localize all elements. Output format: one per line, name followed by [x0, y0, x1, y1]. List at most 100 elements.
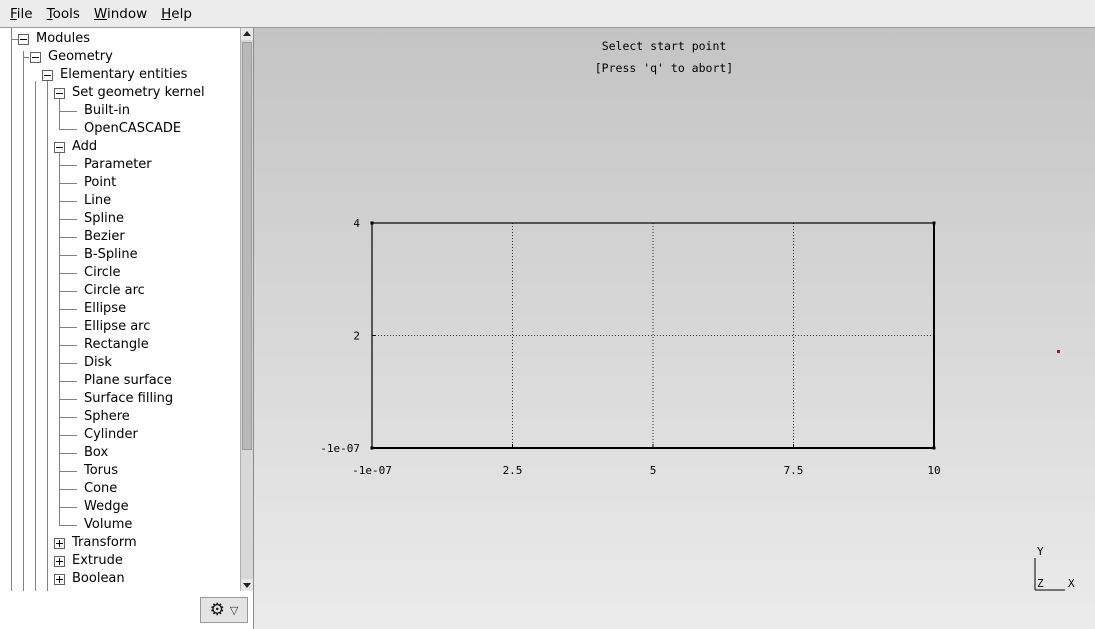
tree-connector: [59, 291, 77, 292]
tree-item-add-entity[interactable]: Bezier: [84, 229, 125, 244]
tree-item-add[interactable]: Add: [72, 139, 98, 154]
tree-item-add-entity[interactable]: Ellipse arc: [84, 319, 151, 334]
tree-connector: [59, 507, 77, 508]
geometry-point: [370, 221, 374, 225]
tree-connector: [59, 327, 77, 328]
tree-bottom-bar: ⚙ ▽: [0, 591, 253, 629]
tree-item-add-entity[interactable]: Sphere: [84, 409, 130, 424]
tree-connector: [59, 417, 77, 418]
tree-connector: [35, 81, 36, 591]
tree-item-add-entity[interactable]: Point: [84, 175, 117, 190]
tree-item-elementary-entities[interactable]: Elementary entities: [60, 67, 188, 82]
tree-scrollbar[interactable]: [240, 28, 253, 591]
tree-item-boolean[interactable]: Boolean: [72, 571, 125, 586]
graphics-window[interactable]: Select start point [Press 'q' to abort] …: [254, 28, 1095, 629]
tree-item-add-entity[interactable]: Torus: [84, 463, 119, 478]
tree-item-add-entity[interactable]: B-Spline: [84, 247, 138, 262]
tree-item-add-entity[interactable]: Ellipse: [84, 301, 127, 316]
menu-help[interactable]: Help: [155, 3, 200, 25]
menu-mnemonic: T: [46, 5, 53, 22]
tree-connector: [59, 309, 77, 310]
tree-connector: [59, 273, 77, 274]
menu-file[interactable]: File: [4, 3, 41, 25]
scroll-up-arrow-icon[interactable]: [241, 28, 253, 40]
triangle-down-icon: ▽: [229, 603, 239, 617]
tree-connector: [11, 28, 12, 591]
tree-connector: [59, 99, 60, 129]
tree-connector: [59, 201, 77, 202]
tree-connector: [59, 165, 77, 166]
tree-connector: [59, 435, 77, 436]
collapse-elementary-toggle[interactable]: [42, 70, 53, 81]
expand-transform-toggle[interactable]: [54, 538, 65, 549]
tree-connector: [47, 81, 48, 591]
x-tick-label: 5: [650, 464, 657, 477]
tree-connector: [59, 237, 77, 238]
menu-mnemonic: W: [93, 5, 107, 22]
geometry-plot: -1e-07 2.5 5 7.5 10 -1e-07 2 4 Y Z X: [320, 217, 1075, 591]
expand-boolean-toggle[interactable]: [54, 574, 65, 585]
tree-item-add-entity[interactable]: Line: [84, 193, 112, 208]
menu-window[interactable]: Window: [88, 3, 155, 25]
tree-connector: [59, 399, 77, 400]
scroll-down-arrow-icon[interactable]: [241, 579, 253, 591]
tree-item-add-entity[interactable]: Rectangle: [84, 337, 149, 352]
expand-extrude-toggle[interactable]: [54, 556, 65, 567]
menu-label: ile: [16, 5, 33, 22]
tree-connector: [59, 363, 77, 364]
tree-item-add-entity[interactable]: Disk: [84, 355, 112, 370]
tree-item-add-entity[interactable]: Circle: [84, 265, 121, 280]
tree-item-add-entity[interactable]: Wedge: [84, 499, 129, 514]
y-tick-label: 4: [353, 217, 360, 230]
tree-connector: [23, 51, 24, 591]
triad-y-label: Y: [1037, 545, 1044, 558]
tree-item-add-entity[interactable]: Box: [84, 445, 109, 460]
triad-x-label: X: [1068, 577, 1075, 590]
tree-item-add-entity[interactable]: Surface filling: [84, 391, 174, 406]
tree-item-add-entity[interactable]: Circle arc: [84, 283, 145, 298]
options-gear-button[interactable]: ⚙ ▽: [200, 597, 248, 623]
menu-label: ools: [52, 5, 80, 22]
x-tick-label: 10: [927, 464, 940, 477]
tree-connector: [59, 111, 77, 112]
collapse-kernel-toggle[interactable]: [54, 88, 65, 99]
tree-item-set-geometry-kernel[interactable]: Set geometry kernel: [72, 85, 205, 100]
left-panel: Modules Geometry Elementary entities Set ge…: [0, 28, 254, 629]
collapse-geometry-toggle[interactable]: [30, 52, 41, 63]
tree-item-extrude[interactable]: Extrude: [72, 553, 123, 568]
geometry-point: [932, 221, 936, 225]
collapse-add-toggle[interactable]: [54, 142, 65, 153]
triad-z-label: Z: [1037, 577, 1044, 590]
y-tick-label: -1e-07: [320, 442, 360, 455]
tree-item-kernel-option[interactable]: Built-in: [84, 103, 131, 118]
tree-item-add-entity[interactable]: Volume: [84, 517, 133, 532]
tree-item-add-entity[interactable]: Cone: [84, 481, 118, 496]
menu-label: indow: [106, 5, 148, 22]
tree-connector: [59, 219, 77, 220]
menu-label: elp: [171, 5, 192, 22]
geometry-point: [370, 446, 374, 450]
tree-item-add-entity[interactable]: Spline: [84, 211, 124, 226]
module-tree: Modules Geometry Elementary entities Set ge…: [0, 28, 240, 591]
collapse-modules-toggle[interactable]: [18, 34, 29, 45]
tree-item-add-entity[interactable]: Parameter: [84, 157, 152, 172]
gear-icon: ⚙: [209, 599, 225, 620]
tree-item-transform[interactable]: Transform: [72, 535, 137, 550]
tree-item-geometry[interactable]: Geometry: [48, 49, 113, 64]
tree-connector: [59, 255, 77, 256]
tree-item-kernel-option[interactable]: OpenCASCADE: [84, 121, 182, 136]
y-tick-label: 2: [353, 330, 360, 343]
menu-mnemonic: F: [10, 5, 17, 22]
tree-item-add-entity[interactable]: Cylinder: [84, 427, 138, 442]
x-tick-label: 2.5: [503, 464, 523, 477]
scrollbar-thumb[interactable]: [242, 42, 252, 450]
abort-hint-message: [Press 'q' to abort]: [594, 61, 734, 75]
tree-connector: [23, 57, 29, 58]
menu-tools[interactable]: Tools: [41, 3, 88, 25]
x-tick-label: -1e-07: [352, 464, 392, 477]
tree-item-modules[interactable]: Modules: [36, 31, 91, 46]
tree-connector: [59, 453, 77, 454]
tree-item-add-entity[interactable]: Plane surface: [84, 373, 172, 388]
tree-connector: [59, 489, 77, 490]
tree-connector: [59, 153, 60, 525]
